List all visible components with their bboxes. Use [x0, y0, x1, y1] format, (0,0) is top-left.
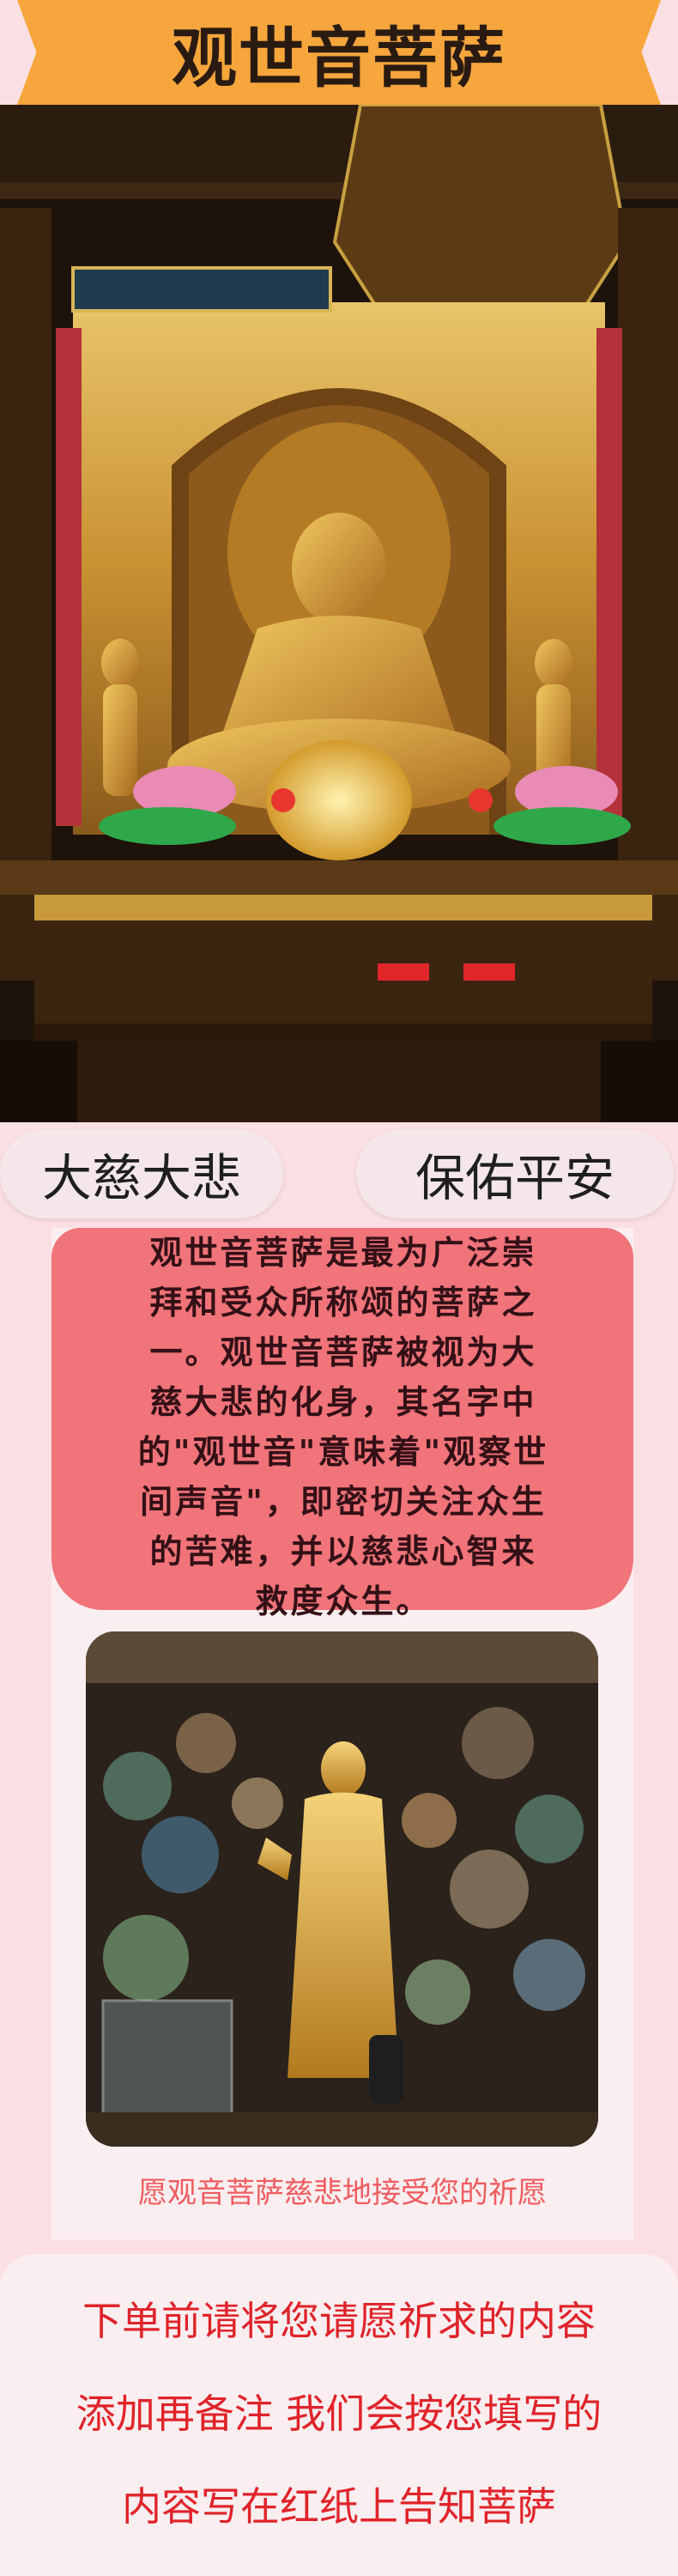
temple-photo: [0, 105, 678, 1122]
prayer-caption: 愿观音菩萨慈悲地接受您的祈愿: [138, 2175, 547, 2210]
tag-compassion: 大慈大悲: [0, 1129, 283, 1218]
description-line: 拜和受众所称颂的菩萨之: [149, 1283, 537, 1321]
description-line: 救度众生。: [255, 1582, 432, 1620]
title-ribbon: [17, 0, 661, 105]
title-banner: 观世音菩萨: [0, 0, 678, 105]
note-line: 添加再备注 我们会按您填写的: [76, 2391, 602, 2437]
description-text: 观世音菩萨是最为广泛崇 拜和受众所称颂的菩萨之 一。观世音菩萨被视为大 慈大悲的…: [94, 1228, 592, 1620]
description-line: 的"观世音"意味着"观察世: [137, 1432, 549, 1471]
description-box: 观世音菩萨是最为广泛崇 拜和受众所称颂的菩萨之 一。观世音菩萨被视为大 慈大悲的…: [51, 1228, 633, 1620]
order-note-box: 下单前请将您请愿祈求的内容 添加再备注 我们会按您填写的 内容写在红纸上告知菩萨: [0, 2254, 678, 2576]
description-line: 观世音菩萨是最为广泛崇: [149, 1233, 537, 1272]
description-line: 间声音"，即密切关注众生: [140, 1482, 547, 1521]
description-line: 一。观世音菩萨被视为大: [149, 1333, 537, 1371]
page-title: 观世音菩萨: [172, 20, 506, 96]
note-line: 内容写在红纸上告知菩萨: [122, 2483, 556, 2530]
note-line: 下单前请将您请愿祈求的内容: [82, 2298, 596, 2344]
content-card: 观世音菩萨是最为广泛崇 拜和受众所称颂的菩萨之 一。观世音菩萨被视为大 慈大悲的…: [51, 1228, 633, 2239]
description-line: 的苦难，并以慈悲心智来: [149, 1532, 537, 1571]
tag-blessing: 保佑平安: [356, 1129, 674, 1218]
order-note-text: 下单前请将您请愿祈求的内容 添加再备注 我们会按您填写的 内容写在红纸上告知菩萨: [0, 2275, 678, 2553]
description-line: 慈大悲的化身，其名字中: [149, 1382, 537, 1421]
guanyin-statue-photo: [86, 1631, 598, 2147]
